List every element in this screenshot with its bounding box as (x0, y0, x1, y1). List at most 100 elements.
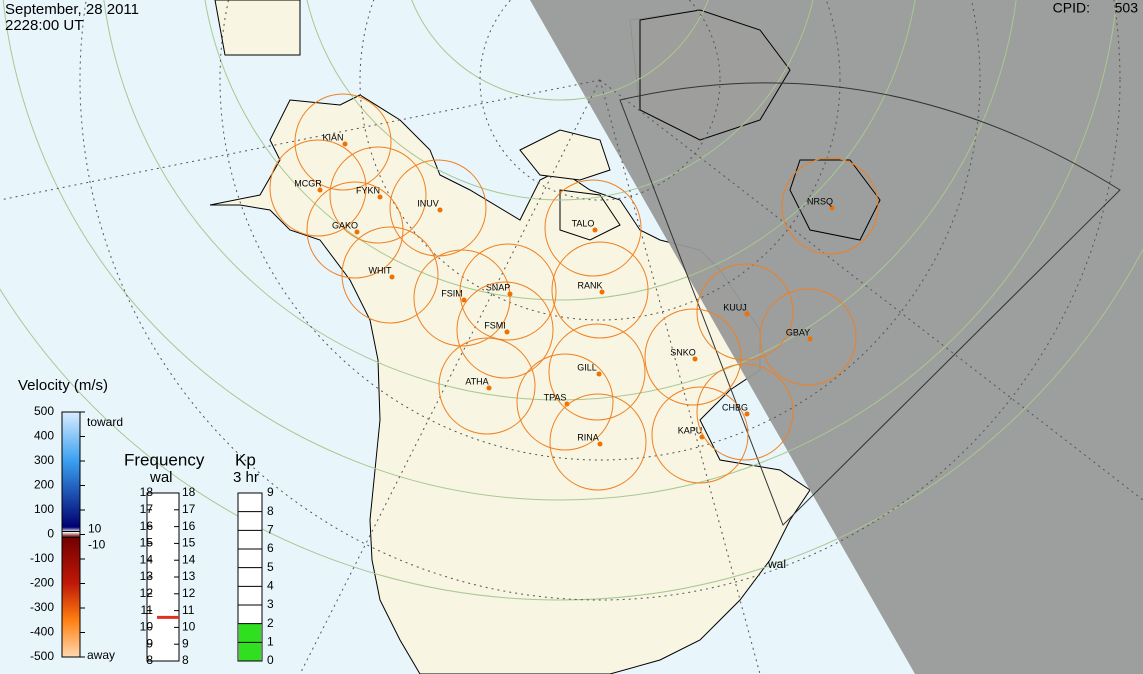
station-range (306, 181, 404, 279)
station-label: WHIT (369, 265, 392, 275)
station-label: SNKO (670, 347, 696, 357)
station-label: MCGR (294, 178, 322, 188)
freq-tick-label: 17 (140, 502, 154, 516)
freq-tick-label: 14 (140, 552, 154, 566)
station-range (269, 139, 367, 237)
freq-tick-label: 8 (182, 653, 189, 667)
threshold-label: -10 (88, 538, 106, 552)
freq-tick-label: 12 (182, 586, 196, 600)
station-dot (692, 356, 698, 362)
freq-tick-label: 12 (140, 586, 154, 600)
freq-tick-label: 10 (140, 620, 154, 634)
freq-tick-label: 13 (182, 569, 196, 583)
station-dot (744, 311, 750, 317)
freq-tick-label: 14 (182, 552, 196, 566)
velocity-tick-label: 300 (34, 453, 54, 467)
freq-tick-label: 15 (140, 536, 154, 550)
station-label: RINA (577, 432, 599, 442)
velocity-tick-label: 400 (34, 429, 54, 443)
station-range (551, 241, 649, 339)
station-dot (807, 336, 813, 342)
station-dot (342, 141, 348, 147)
station-label: KUUJ (723, 302, 747, 312)
station-dot (317, 187, 323, 193)
station-range (759, 288, 857, 386)
station-label: CHBG (722, 402, 748, 412)
freq-subtitle: wal (149, 469, 173, 486)
radar-fov (619, 82, 1121, 526)
station-range (544, 179, 642, 277)
freq-tick-label: 15 (182, 536, 196, 550)
latitude-lines (0, 0, 1143, 601)
station-range (549, 393, 647, 491)
station-label: FYKN (356, 185, 380, 195)
station-label: RANK (577, 280, 602, 290)
station-dot (599, 289, 605, 295)
kp-tick-label: 2 (267, 616, 274, 630)
cpid: 503 (1115, 0, 1139, 16)
station-range (781, 157, 879, 255)
velocity-tick-label: 100 (34, 502, 54, 516)
velocity-tick-label: 200 (34, 478, 54, 492)
station-range (696, 263, 794, 361)
away-label: away (87, 648, 115, 662)
station-dot (437, 207, 443, 213)
station-dot (354, 229, 360, 235)
velocity-tick-label: -200 (30, 576, 54, 590)
station-range (413, 249, 511, 347)
station-label: KIAN (322, 132, 343, 142)
station-dot (744, 411, 750, 417)
station-label: GILL (577, 362, 597, 372)
radar-label: wal (767, 557, 786, 571)
freq-tick-label: 9 (146, 636, 153, 650)
kp-tick-label: 0 (267, 653, 274, 667)
kp-tick-label: 3 (267, 597, 274, 611)
threshold-label: 10 (88, 522, 102, 536)
station-label: GAKO (332, 220, 358, 230)
kp-tick-label: 4 (267, 579, 274, 593)
station-dot (592, 227, 598, 233)
velocity-tick-label: -100 (30, 551, 54, 565)
station-label: KAPU (678, 425, 703, 435)
station-range (456, 281, 554, 379)
velocity-tick-label: -500 (30, 649, 54, 663)
station-dot (389, 274, 395, 280)
station-range (516, 353, 614, 451)
station-label: TALO (572, 218, 595, 228)
freq-tick-label: 8 (146, 653, 153, 667)
cpid-label: CPID: (1053, 0, 1090, 16)
kp-tick-label: 8 (267, 504, 274, 518)
station-range (459, 243, 557, 341)
freq-tick-label: 10 (182, 620, 196, 634)
freq-tick-label: 17 (182, 502, 196, 516)
velocity-tick-label: 0 (47, 527, 54, 541)
station-dot (377, 194, 383, 200)
station-dot (597, 441, 603, 447)
station-label: TPAS (544, 392, 567, 402)
station-range (341, 226, 439, 324)
velocity-title: Velocity (m/s) (18, 377, 108, 394)
freq-tick-label: 11 (182, 603, 195, 617)
station-dot (564, 401, 570, 407)
velocity-tick-label: -300 (30, 600, 54, 614)
velocity-bar (61, 411, 81, 658)
freq-tick-label: 11 (141, 603, 154, 617)
kp-tick-label: 5 (267, 560, 274, 574)
station-label: FSIM (441, 288, 463, 298)
freq-title: Frequency (124, 450, 205, 469)
freq-tick-label: 16 (140, 519, 154, 533)
time: 2228:00 UT (5, 17, 83, 34)
kp-title: Kp (235, 450, 256, 469)
station-range (548, 323, 646, 421)
kp-tick-label: 7 (267, 523, 274, 537)
freq-tick-label: 18 (182, 485, 196, 499)
station-label: SNAP (486, 282, 511, 292)
station-range (438, 337, 536, 435)
land (209, 0, 811, 674)
freq-tick-label: 16 (182, 519, 196, 533)
toward-label: toward (87, 415, 123, 429)
greenland (639, 9, 881, 241)
station-label: ATHA (465, 376, 488, 386)
